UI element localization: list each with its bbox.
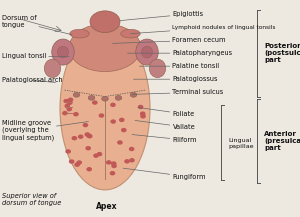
Circle shape [98,153,102,156]
Ellipse shape [149,59,166,77]
Circle shape [112,164,116,168]
Circle shape [87,168,91,171]
Circle shape [68,98,73,101]
Ellipse shape [52,39,74,65]
Circle shape [130,159,134,162]
Circle shape [107,161,111,164]
Circle shape [111,120,115,123]
Ellipse shape [136,39,158,65]
Text: Apex: Apex [96,202,117,211]
Circle shape [72,137,76,140]
Circle shape [125,160,129,163]
Circle shape [83,123,88,127]
Circle shape [120,118,124,122]
Circle shape [118,141,122,144]
Circle shape [67,108,71,111]
Text: Filiform: Filiform [132,135,197,143]
Ellipse shape [57,46,69,58]
Circle shape [66,150,70,153]
Text: Superior view of
dorsum of tongue: Superior view of dorsum of tongue [2,193,61,206]
Circle shape [64,100,68,103]
Text: Anterior
(presulcal)
part: Anterior (presulcal) part [264,131,300,151]
Text: Lingual tonsil: Lingual tonsil [2,53,69,59]
Ellipse shape [69,24,141,72]
Text: Palatine tonsil: Palatine tonsil [140,63,220,69]
Circle shape [99,114,104,117]
Circle shape [79,135,83,138]
Ellipse shape [70,29,89,38]
Circle shape [141,115,145,118]
Text: Lymphoid nodules of lingual tonsils: Lymphoid nodules of lingual tonsils [130,25,276,34]
Circle shape [94,154,98,157]
Circle shape [86,147,90,150]
Circle shape [87,134,91,137]
Text: Vallate: Vallate [135,120,195,130]
Ellipse shape [60,27,150,190]
Circle shape [68,101,72,104]
Circle shape [122,128,126,132]
Circle shape [102,96,108,101]
Circle shape [112,162,116,165]
Ellipse shape [44,59,61,77]
Circle shape [63,112,67,115]
Circle shape [85,133,89,136]
Text: Foramen cecum: Foramen cecum [112,37,226,43]
Circle shape [73,92,80,97]
Text: Posterior
(postsulcal)
part: Posterior (postsulcal) part [264,43,300,63]
Text: Dorsum of
tongue: Dorsum of tongue [2,15,72,35]
Text: Foliate: Foliate [138,107,195,117]
Ellipse shape [121,29,140,38]
Circle shape [77,161,81,164]
Circle shape [111,103,115,106]
Text: Palatopharyngeus: Palatopharyngeus [128,50,232,56]
Ellipse shape [141,46,153,58]
Circle shape [93,101,97,104]
Circle shape [65,104,69,107]
Circle shape [139,105,143,108]
Circle shape [75,163,79,166]
Circle shape [88,95,95,100]
Text: Fungiform: Fungiform [123,168,206,180]
Ellipse shape [90,11,120,33]
Circle shape [115,95,122,100]
Circle shape [141,112,145,115]
Circle shape [110,172,115,175]
Text: Epiglottis: Epiglottis [120,11,204,21]
Circle shape [70,160,74,163]
Text: Lingual
papillae: Lingual papillae [228,138,254,149]
Text: Palatoglossal arch: Palatoglossal arch [2,77,62,83]
Circle shape [74,113,78,116]
Circle shape [130,148,134,151]
Circle shape [88,135,92,138]
Text: Midline groove
(overlying the
lingual septum): Midline groove (overlying the lingual se… [2,120,88,141]
Text: Terminal sulcus: Terminal sulcus [132,89,224,95]
Text: Palatoglossus: Palatoglossus [134,76,218,82]
Circle shape [130,92,137,97]
